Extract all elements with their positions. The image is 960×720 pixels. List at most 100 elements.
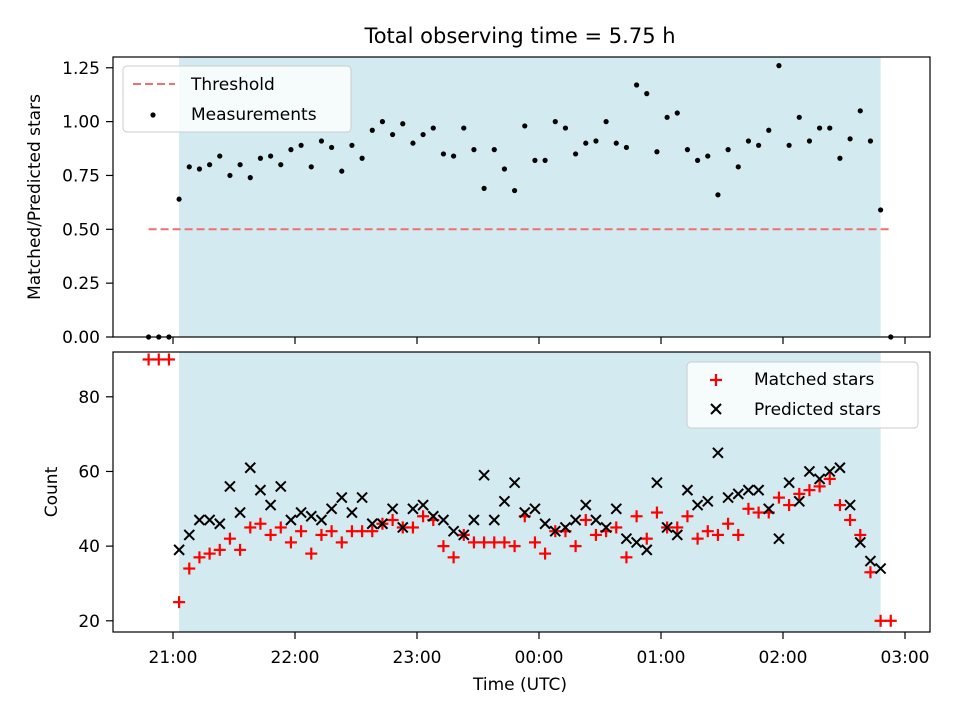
matched-star-point [325, 525, 338, 538]
y-tick-label: 1.25 [62, 59, 100, 79]
predicted-star-point [447, 525, 460, 537]
predicted-star-point [712, 447, 724, 459]
predicted-star-point [264, 499, 277, 511]
matched-star-point [589, 528, 602, 541]
measurement-point [786, 142, 792, 148]
predicted-star-point [569, 514, 582, 526]
top-legend: Threshold Measurements [122, 65, 352, 133]
predicted-star-point [813, 473, 826, 485]
predicted-star-point [651, 476, 663, 489]
measurement-point [329, 144, 335, 151]
measurement-point [461, 125, 467, 131]
predicted-star-point [315, 514, 328, 526]
measurement-point [867, 138, 874, 144]
x-axis-label: Time (UTC) [472, 675, 567, 695]
matched-star-point [223, 532, 236, 545]
measurement-point [278, 162, 284, 168]
x-tick-label: 23:00 [393, 648, 442, 668]
top-panel: 0.00 0.25 0.50 0.75 1.00 1.25 Matched/Predict… [25, 56, 931, 348]
measurement-point [400, 121, 406, 127]
measurement-point [776, 63, 782, 69]
predicted-star-point [722, 491, 734, 504]
measurement-point [745, 138, 752, 144]
predicted-star-point [417, 499, 429, 511]
measurement-point [207, 162, 213, 168]
matched-star-point [234, 543, 247, 556]
predicted-star-point [224, 480, 236, 493]
predicted-star-point [803, 465, 816, 478]
top-y-axis-label: Matched/Predicted stars [25, 94, 45, 300]
measurement-point [511, 187, 518, 194]
predicted-star-point [366, 518, 378, 530]
predicted-star-point [874, 562, 887, 575]
matched-star-point [793, 487, 806, 500]
measurement-point [522, 123, 528, 129]
measurement-point [491, 147, 497, 153]
matched-star-point [335, 536, 348, 549]
measurement-point [623, 144, 630, 151]
y-tick-label: 0.00 [62, 328, 100, 348]
predicted-star-point [437, 514, 450, 526]
predicted-star-point [508, 476, 521, 489]
measurement-point [308, 164, 314, 170]
matched-star-point [437, 540, 450, 553]
predicted-star-point [203, 514, 216, 526]
predicted-star-point [600, 521, 612, 534]
measurement-point [634, 82, 640, 88]
matched-star-point [244, 521, 257, 534]
measurement-points [146, 63, 894, 340]
predicted-star-point [529, 503, 541, 515]
measurement-point [613, 140, 619, 146]
measurement-point [237, 162, 243, 168]
predicted-star-point [854, 536, 866, 549]
predicted-star-point [590, 514, 602, 526]
matched-star-point [671, 521, 684, 534]
predicted-star-point [244, 462, 256, 474]
predicted-star-point [295, 506, 307, 519]
matched-star-point [417, 510, 430, 523]
predicted-star-point [397, 521, 409, 534]
predicted-star-point [214, 518, 226, 530]
measurement-point [593, 138, 599, 144]
matched-star-point [630, 510, 643, 523]
matched-star-point [732, 528, 745, 541]
matched-star-point [142, 353, 155, 366]
predicted-star-point [580, 499, 592, 511]
predicted-star-point [325, 503, 338, 515]
matched-star-point [315, 528, 328, 541]
predicted-star-point [285, 514, 297, 526]
matched-star-point [467, 536, 480, 549]
predicted-star-point [559, 521, 572, 534]
x-tick-label: 03:00 [881, 648, 930, 668]
matched-star-point [864, 566, 877, 579]
measurement-point [878, 207, 884, 213]
matched-star-point [772, 491, 785, 504]
measurement-point [542, 157, 548, 163]
matched-star-point [620, 551, 633, 564]
matched-star-point [305, 547, 318, 560]
measurement-point [196, 166, 203, 172]
predicted-star-point [488, 514, 500, 526]
matched-star-point [203, 547, 216, 560]
bottom-panel: 20 40 60 80 21:00 22:00 23:00 00:00 01:00 02:00 0… [42, 351, 931, 695]
matched-stars-points [142, 353, 897, 627]
predicted-star-point [671, 529, 683, 541]
measurement-point [471, 147, 477, 153]
measurement-point [257, 155, 264, 161]
matched-star-point [701, 525, 714, 538]
y-tick-label: 1.00 [62, 113, 100, 133]
measurement-point [430, 125, 436, 131]
measurement-point [644, 91, 650, 97]
bottom-plot-frame [112, 351, 931, 633]
predicted-star-point [763, 503, 775, 515]
measurement-point [684, 147, 691, 153]
predicted-star-point [691, 499, 704, 511]
matched-star-point [681, 510, 694, 523]
measurement-point [359, 155, 365, 161]
measurement-point [562, 125, 569, 131]
matched-star-point [264, 528, 277, 541]
matched-star-point [183, 562, 196, 575]
measurement-point [725, 147, 731, 153]
measurement-point [573, 151, 579, 157]
measurement-point [339, 168, 345, 174]
